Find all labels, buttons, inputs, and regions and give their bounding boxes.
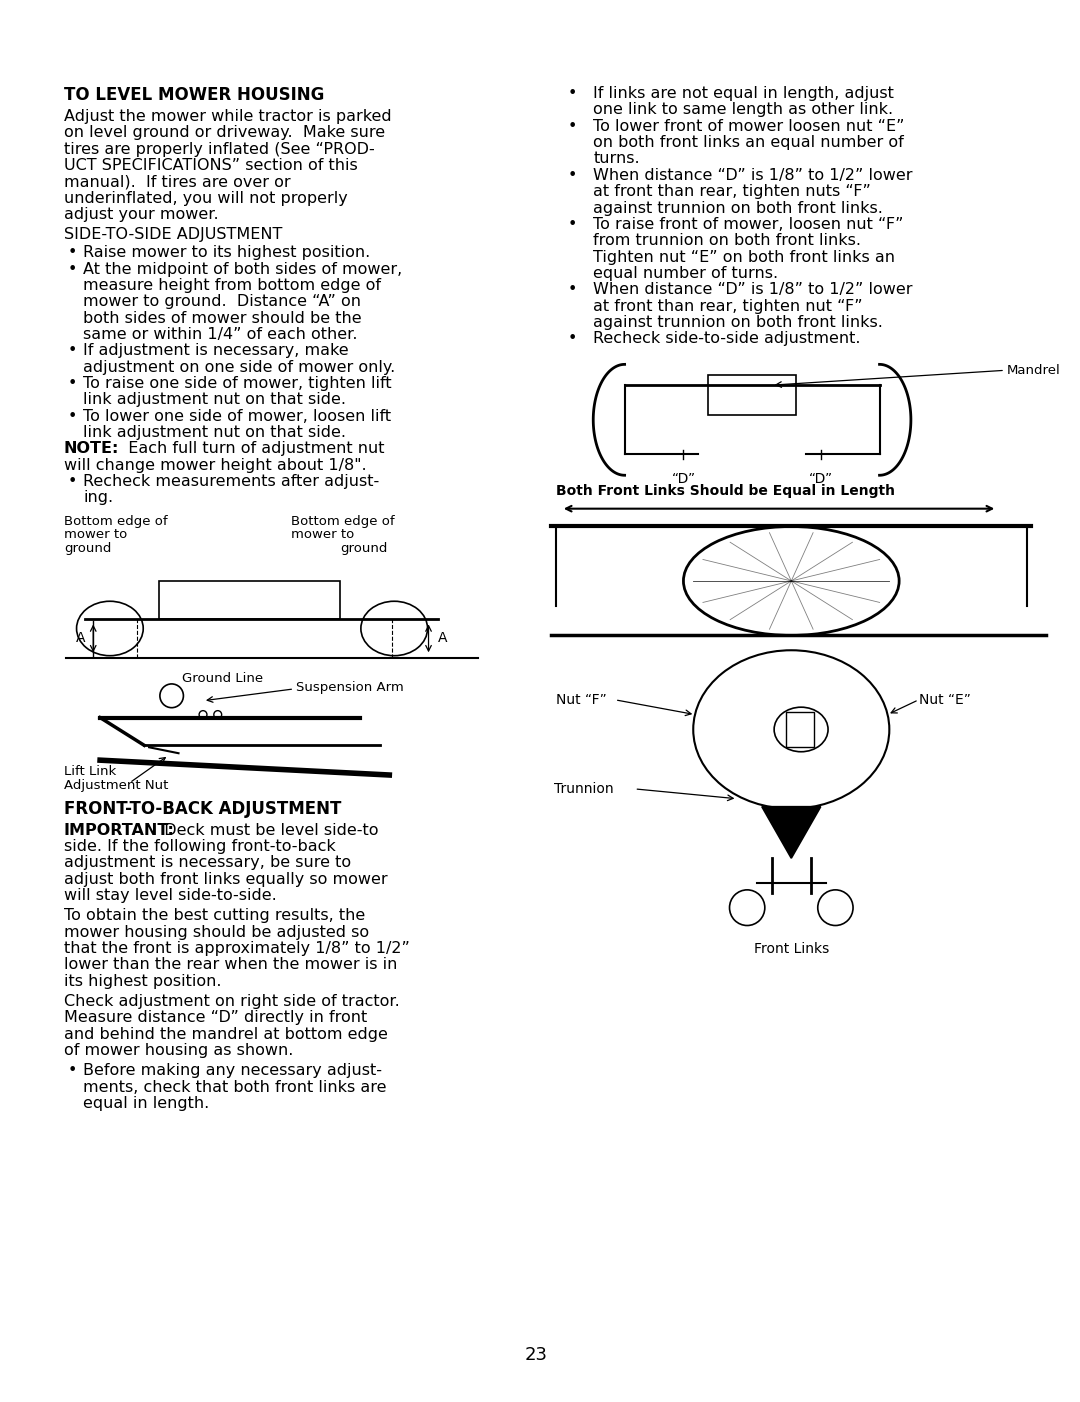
Bar: [708, 376, 796, 415]
Text: at front than rear, tighten nuts “F”: at front than rear, tighten nuts “F”: [593, 184, 872, 199]
Text: Nut “E”: Nut “E”: [919, 693, 971, 707]
Text: measure height from bottom edge of: measure height from bottom edge of: [83, 278, 381, 293]
Text: 23: 23: [525, 1346, 548, 1364]
Text: A: A: [438, 631, 448, 645]
Text: manual).  If tires are over or: manual). If tires are over or: [64, 174, 291, 189]
Text: Bottom edge of: Bottom edge of: [64, 515, 167, 527]
Text: ground: ground: [64, 543, 111, 555]
Text: •: •: [68, 376, 77, 391]
Text: Ground Line: Ground Line: [183, 672, 264, 686]
Text: To lower front of mower loosen nut “E”: To lower front of mower loosen nut “E”: [593, 119, 905, 133]
Text: To raise front of mower, loosen nut “F”: To raise front of mower, loosen nut “F”: [593, 217, 904, 231]
Text: TO LEVEL MOWER HOUSING: TO LEVEL MOWER HOUSING: [64, 86, 324, 104]
Text: same or within 1/4” of each other.: same or within 1/4” of each other.: [83, 327, 357, 342]
Text: turns.: turns.: [593, 151, 639, 167]
Text: on level ground or driveway.  Make sure: on level ground or driveway. Make sure: [64, 125, 384, 140]
Text: ground: ground: [340, 543, 388, 555]
Bar: [159, 580, 340, 618]
Text: •: •: [68, 408, 77, 423]
Text: Trunnion: Trunnion: [554, 782, 613, 796]
Text: Measure distance “D” directly in front: Measure distance “D” directly in front: [64, 1011, 367, 1025]
Text: IMPORTANT:: IMPORTANT:: [64, 823, 175, 837]
Text: adjust your mower.: adjust your mower.: [64, 207, 218, 222]
Text: Both Front Links Should be Equal in Length: Both Front Links Should be Equal in Leng…: [556, 484, 895, 498]
Text: Recheck side-to-side adjustment.: Recheck side-to-side adjustment.: [593, 331, 861, 346]
Text: If links are not equal in length, adjust: If links are not equal in length, adjust: [593, 86, 894, 101]
Text: link adjustment nut on that side.: link adjustment nut on that side.: [83, 425, 347, 440]
Text: •: •: [68, 1063, 77, 1078]
Text: both sides of mower should be the: both sides of mower should be the: [83, 311, 362, 325]
Text: Deck must be level side-to: Deck must be level side-to: [154, 823, 378, 837]
Text: •: •: [68, 245, 77, 261]
Text: on both front links an equal number of: on both front links an equal number of: [593, 135, 904, 150]
Text: mower to: mower to: [292, 529, 354, 541]
Text: •: •: [568, 331, 577, 346]
Text: •: •: [68, 343, 77, 359]
Text: mower housing should be adjusted so: mower housing should be adjusted so: [64, 924, 369, 939]
Text: “D”: “D”: [672, 472, 696, 486]
Text: against trunnion on both front links.: against trunnion on both front links.: [593, 200, 883, 216]
Text: Check adjustment on right side of tractor.: Check adjustment on right side of tracto…: [64, 994, 400, 1009]
Text: Adjustment Nut: Adjustment Nut: [64, 780, 168, 792]
Text: Lift Link: Lift Link: [64, 765, 116, 778]
Text: •: •: [68, 262, 77, 276]
Text: from trunnion on both front links.: from trunnion on both front links.: [593, 233, 861, 248]
Text: adjustment is necessary, be sure to: adjustment is necessary, be sure to: [64, 855, 351, 871]
Text: Raise mower to its highest position.: Raise mower to its highest position.: [83, 245, 370, 261]
Text: •: •: [68, 474, 77, 489]
Text: If adjustment is necessary, make: If adjustment is necessary, make: [83, 343, 349, 359]
Text: To raise one side of mower, tighten lift: To raise one side of mower, tighten lift: [83, 376, 392, 391]
Text: •: •: [568, 217, 577, 231]
Text: ments, check that both front links are: ments, check that both front links are: [83, 1080, 387, 1095]
Text: SIDE-TO-SIDE ADJUSTMENT: SIDE-TO-SIDE ADJUSTMENT: [64, 227, 282, 243]
Text: •: •: [568, 282, 577, 297]
Text: Front Links: Front Links: [754, 942, 829, 956]
Text: equal number of turns.: equal number of turns.: [593, 266, 779, 280]
Text: tires are properly inflated (See “PROD-: tires are properly inflated (See “PROD-: [64, 142, 375, 157]
Text: Suspension Arm: Suspension Arm: [296, 681, 404, 694]
Text: Adjust the mower while tractor is parked: Adjust the mower while tractor is parked: [64, 109, 391, 123]
Text: To lower one side of mower, loosen lift: To lower one side of mower, loosen lift: [83, 408, 392, 423]
Text: To obtain the best cutting results, the: To obtain the best cutting results, the: [64, 908, 365, 924]
Text: of mower housing as shown.: of mower housing as shown.: [64, 1043, 293, 1059]
Bar: [786, 712, 814, 747]
Text: •: •: [568, 86, 577, 101]
Text: Nut “F”: Nut “F”: [556, 693, 607, 707]
Text: lower than the rear when the mower is in: lower than the rear when the mower is in: [64, 958, 397, 972]
Text: Mandrel: Mandrel: [1007, 363, 1061, 377]
Text: that the front is approximately 1/8” to 1/2”: that the front is approximately 1/8” to …: [64, 941, 409, 956]
Polygon shape: [761, 806, 821, 858]
Text: against trunnion on both front links.: against trunnion on both front links.: [593, 315, 883, 329]
Text: adjust both front links equally so mower: adjust both front links equally so mower: [64, 872, 388, 886]
Text: NOTE:: NOTE:: [64, 442, 119, 456]
Text: A: A: [76, 631, 85, 645]
Text: mower to: mower to: [64, 529, 127, 541]
Text: When distance “D” is 1/8” to 1/2” lower: When distance “D” is 1/8” to 1/2” lower: [593, 168, 913, 182]
Text: side. If the following front-to-back: side. If the following front-to-back: [64, 838, 336, 854]
Text: Before making any necessary adjust-: Before making any necessary adjust-: [83, 1063, 382, 1078]
Text: When distance “D” is 1/8” to 1/2” lower: When distance “D” is 1/8” to 1/2” lower: [593, 282, 913, 297]
Text: underinflated, you will not properly: underinflated, you will not properly: [64, 191, 348, 206]
Text: one link to same length as other link.: one link to same length as other link.: [593, 102, 893, 118]
Text: •: •: [568, 119, 577, 133]
Text: Bottom edge of: Bottom edge of: [292, 515, 395, 527]
Text: “D”: “D”: [809, 472, 833, 486]
Text: UCT SPECIFICATIONS” section of this: UCT SPECIFICATIONS” section of this: [64, 158, 357, 172]
Text: •: •: [568, 168, 577, 182]
Text: will stay level side-to-side.: will stay level side-to-side.: [64, 887, 276, 903]
Text: ing.: ing.: [83, 491, 113, 505]
Text: at front than rear, tighten nut “F”: at front than rear, tighten nut “F”: [593, 299, 863, 314]
Text: Each full turn of adjustment nut: Each full turn of adjustment nut: [118, 442, 384, 456]
Text: Recheck measurements after adjust-: Recheck measurements after adjust-: [83, 474, 380, 489]
Text: its highest position.: its highest position.: [64, 973, 221, 988]
Text: At the midpoint of both sides of mower,: At the midpoint of both sides of mower,: [83, 262, 403, 276]
Text: mower to ground.  Distance “A” on: mower to ground. Distance “A” on: [83, 294, 362, 310]
Text: FRONT-TO-BACK ADJUSTMENT: FRONT-TO-BACK ADJUSTMENT: [64, 799, 341, 817]
Text: adjustment on one side of mower only.: adjustment on one side of mower only.: [83, 360, 395, 374]
Text: equal in length.: equal in length.: [83, 1096, 210, 1110]
Text: Tighten nut “E” on both front links an: Tighten nut “E” on both front links an: [593, 250, 895, 265]
Text: will change mower height about 1/8".: will change mower height about 1/8".: [64, 457, 366, 472]
Text: and behind the mandrel at bottom edge: and behind the mandrel at bottom edge: [64, 1026, 388, 1042]
Text: link adjustment nut on that side.: link adjustment nut on that side.: [83, 393, 347, 408]
